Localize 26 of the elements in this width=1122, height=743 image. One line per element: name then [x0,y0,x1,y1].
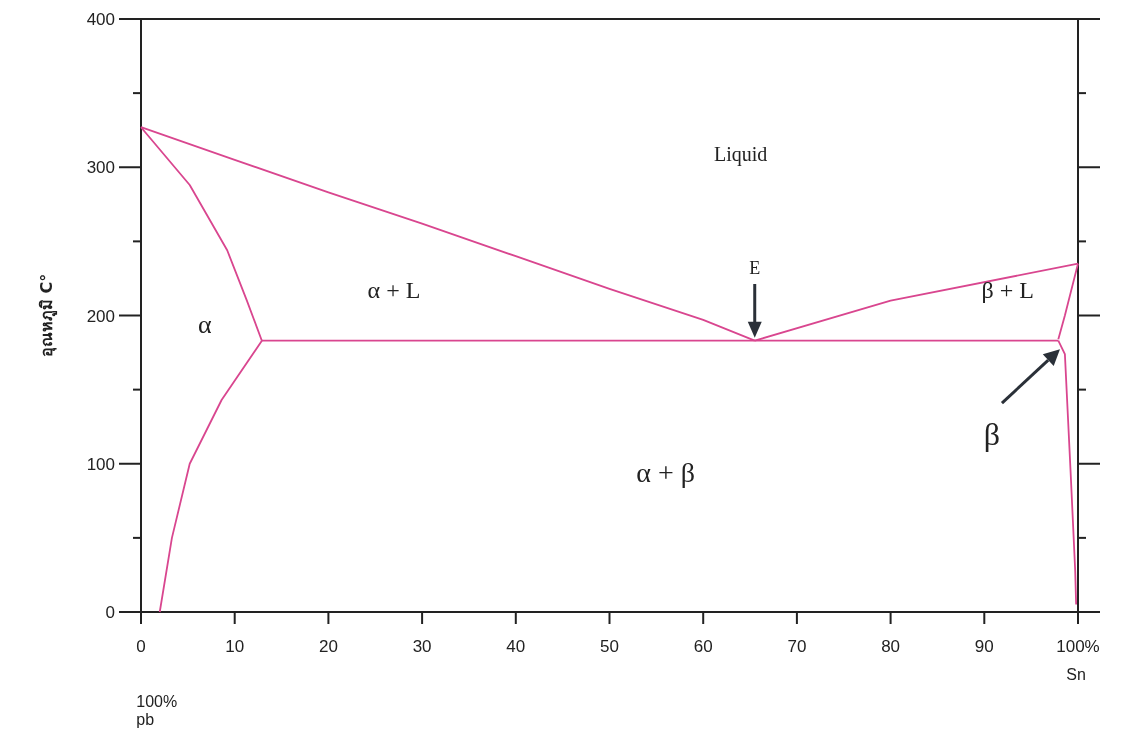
annotation: α + β [636,456,696,488]
y-tick-label: 400 [86,10,115,29]
y-tick-label: 100 [86,454,115,474]
annotation: β [983,416,1001,453]
annotation: α + L [367,276,421,303]
x-tick-label: 20 [318,637,338,656]
x-tick-label: 0 [136,637,146,656]
annotation: α [197,310,212,340]
text: Sn [1066,666,1086,684]
text: 100% pb [136,692,178,729]
y-tick-label: 200 [86,306,115,326]
x-tick-label: 80 [881,637,901,656]
y-tick-label: 0 [105,603,115,622]
x-tick-label: 40 [506,637,526,656]
x-tick-label: 30 [412,637,432,656]
x-tick-label: 100% [1056,637,1100,656]
x-tick-label: 90 [974,637,994,656]
annotation: E [749,257,761,278]
x-tick-label: 70 [787,637,807,656]
annotation: β + L [981,276,1034,303]
annotation: Liquid [714,143,768,167]
x-tick-label: 60 [693,637,713,656]
y-axis-title: อุณหภูมิ C° [37,273,58,358]
x-tick-label: 10 [225,637,245,656]
x-tick-label: 50 [600,637,619,656]
y-tick-label: 300 [86,158,115,178]
